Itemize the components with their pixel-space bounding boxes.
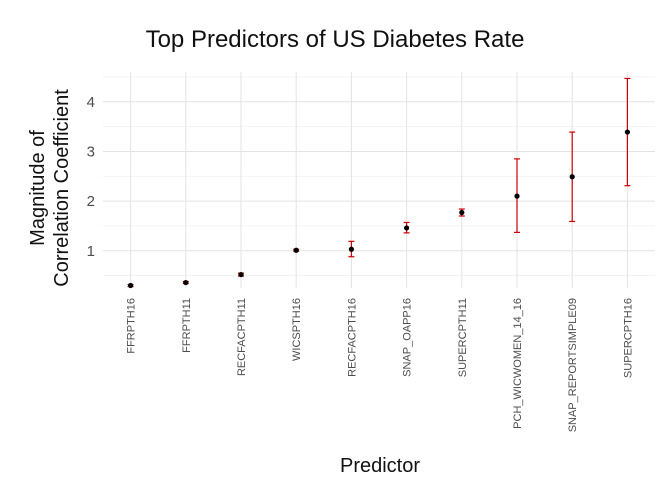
errorbar-layer	[127, 77, 631, 288]
data-point	[459, 209, 465, 216]
y-tick-label: 4	[87, 94, 95, 111]
chart-title: Top Predictors of US Diabetes Rate	[146, 26, 525, 53]
x-tick-label: PCH_WICWOMEN_14_16	[512, 298, 524, 429]
y-axis-title-line-2: Correlation Coefficient	[51, 89, 73, 287]
x-axis-title: Predictor	[340, 455, 420, 477]
data-point	[238, 271, 244, 278]
x-tick-label: RECFACPTH11	[236, 298, 248, 376]
y-tick-label: 3	[87, 143, 95, 160]
y-axis-title: Magnitude of Correlation Coefficient	[27, 89, 73, 287]
point-layer	[128, 129, 631, 289]
x-tick-label: FFRPTH11	[181, 298, 193, 353]
y-tick-label: 2	[87, 193, 95, 210]
x-tick-label: SUPERCPTH11	[457, 298, 469, 377]
data-point	[569, 174, 575, 180]
data-point	[293, 247, 299, 253]
data-point	[128, 282, 134, 289]
data-point	[514, 193, 520, 199]
x-tick-label: SNAP_REPORTSIMPLE09	[567, 298, 579, 432]
y-axis-title-line-1: Magnitude of	[27, 130, 49, 246]
x-tick-label: SNAP_OAPP16	[402, 298, 414, 377]
data-point	[404, 225, 410, 231]
y-tick-labels: 1 2 3 4	[87, 94, 95, 260]
data-point	[183, 279, 189, 286]
x-tick-label: SUPERCPTH16	[622, 298, 634, 378]
x-tick-label: RECFACPTH16	[346, 298, 358, 377]
x-tick-labels: FFRPTH16 FFRPTH11 RECFACPTH11 WICSPTH16 RECF…	[126, 298, 635, 432]
x-tick-label: WICSPTH16	[291, 298, 303, 361]
data-point	[624, 129, 631, 135]
data-point	[348, 246, 354, 252]
x-tick-label: FFRPTH16	[126, 298, 138, 354]
y-tick-label: 1	[87, 243, 95, 260]
